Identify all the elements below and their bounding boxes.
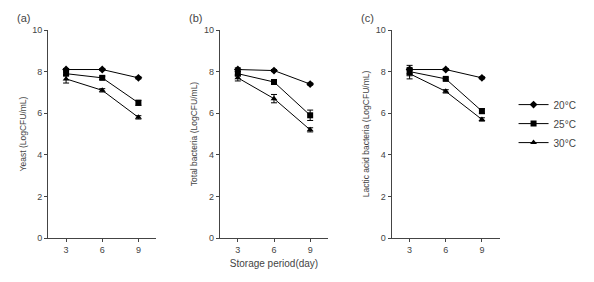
- svg-text:20°C: 20°C: [554, 100, 576, 111]
- svg-text:8: 8: [381, 67, 386, 77]
- svg-text:10: 10: [32, 25, 42, 35]
- svg-text:(c): (c): [361, 12, 374, 24]
- svg-text:Lactic acid bacteria (LogCFU/m: Lactic acid bacteria (LogCFU/mL): [361, 71, 371, 198]
- svg-text:6: 6: [37, 108, 42, 118]
- svg-text:10: 10: [376, 25, 386, 35]
- svg-text:6: 6: [381, 108, 386, 118]
- svg-text:9: 9: [136, 245, 141, 255]
- svg-text:3: 3: [235, 245, 240, 255]
- svg-text:(a): (a): [17, 12, 30, 24]
- svg-text:8: 8: [37, 67, 42, 77]
- svg-text:25°C: 25°C: [554, 119, 576, 130]
- svg-text:9: 9: [308, 245, 313, 255]
- svg-text:Storage period(day): Storage period(day): [230, 258, 318, 269]
- svg-text:9: 9: [479, 245, 484, 255]
- svg-text:4: 4: [37, 150, 42, 160]
- svg-text:Yeast (LogCFU/mL): Yeast (LogCFU/mL): [18, 96, 28, 171]
- svg-text:(b): (b): [189, 12, 202, 24]
- svg-text:0: 0: [381, 233, 386, 243]
- svg-text:6: 6: [271, 245, 276, 255]
- svg-text:4: 4: [209, 150, 214, 160]
- svg-text:3: 3: [64, 245, 69, 255]
- svg-text:2: 2: [37, 192, 42, 202]
- svg-text:2: 2: [209, 192, 214, 202]
- svg-text:3: 3: [407, 245, 412, 255]
- svg-text:Total bacteria (LogCFU/mL): Total bacteria (LogCFU/mL): [189, 82, 199, 187]
- svg-text:6: 6: [443, 245, 448, 255]
- svg-text:2: 2: [381, 192, 386, 202]
- svg-text:10: 10: [204, 25, 214, 35]
- svg-text:6: 6: [209, 108, 214, 118]
- svg-text:30°C: 30°C: [554, 138, 576, 149]
- svg-text:4: 4: [381, 150, 386, 160]
- svg-text:0: 0: [209, 233, 214, 243]
- svg-text:8: 8: [209, 67, 214, 77]
- svg-text:0: 0: [37, 233, 42, 243]
- svg-text:6: 6: [100, 245, 105, 255]
